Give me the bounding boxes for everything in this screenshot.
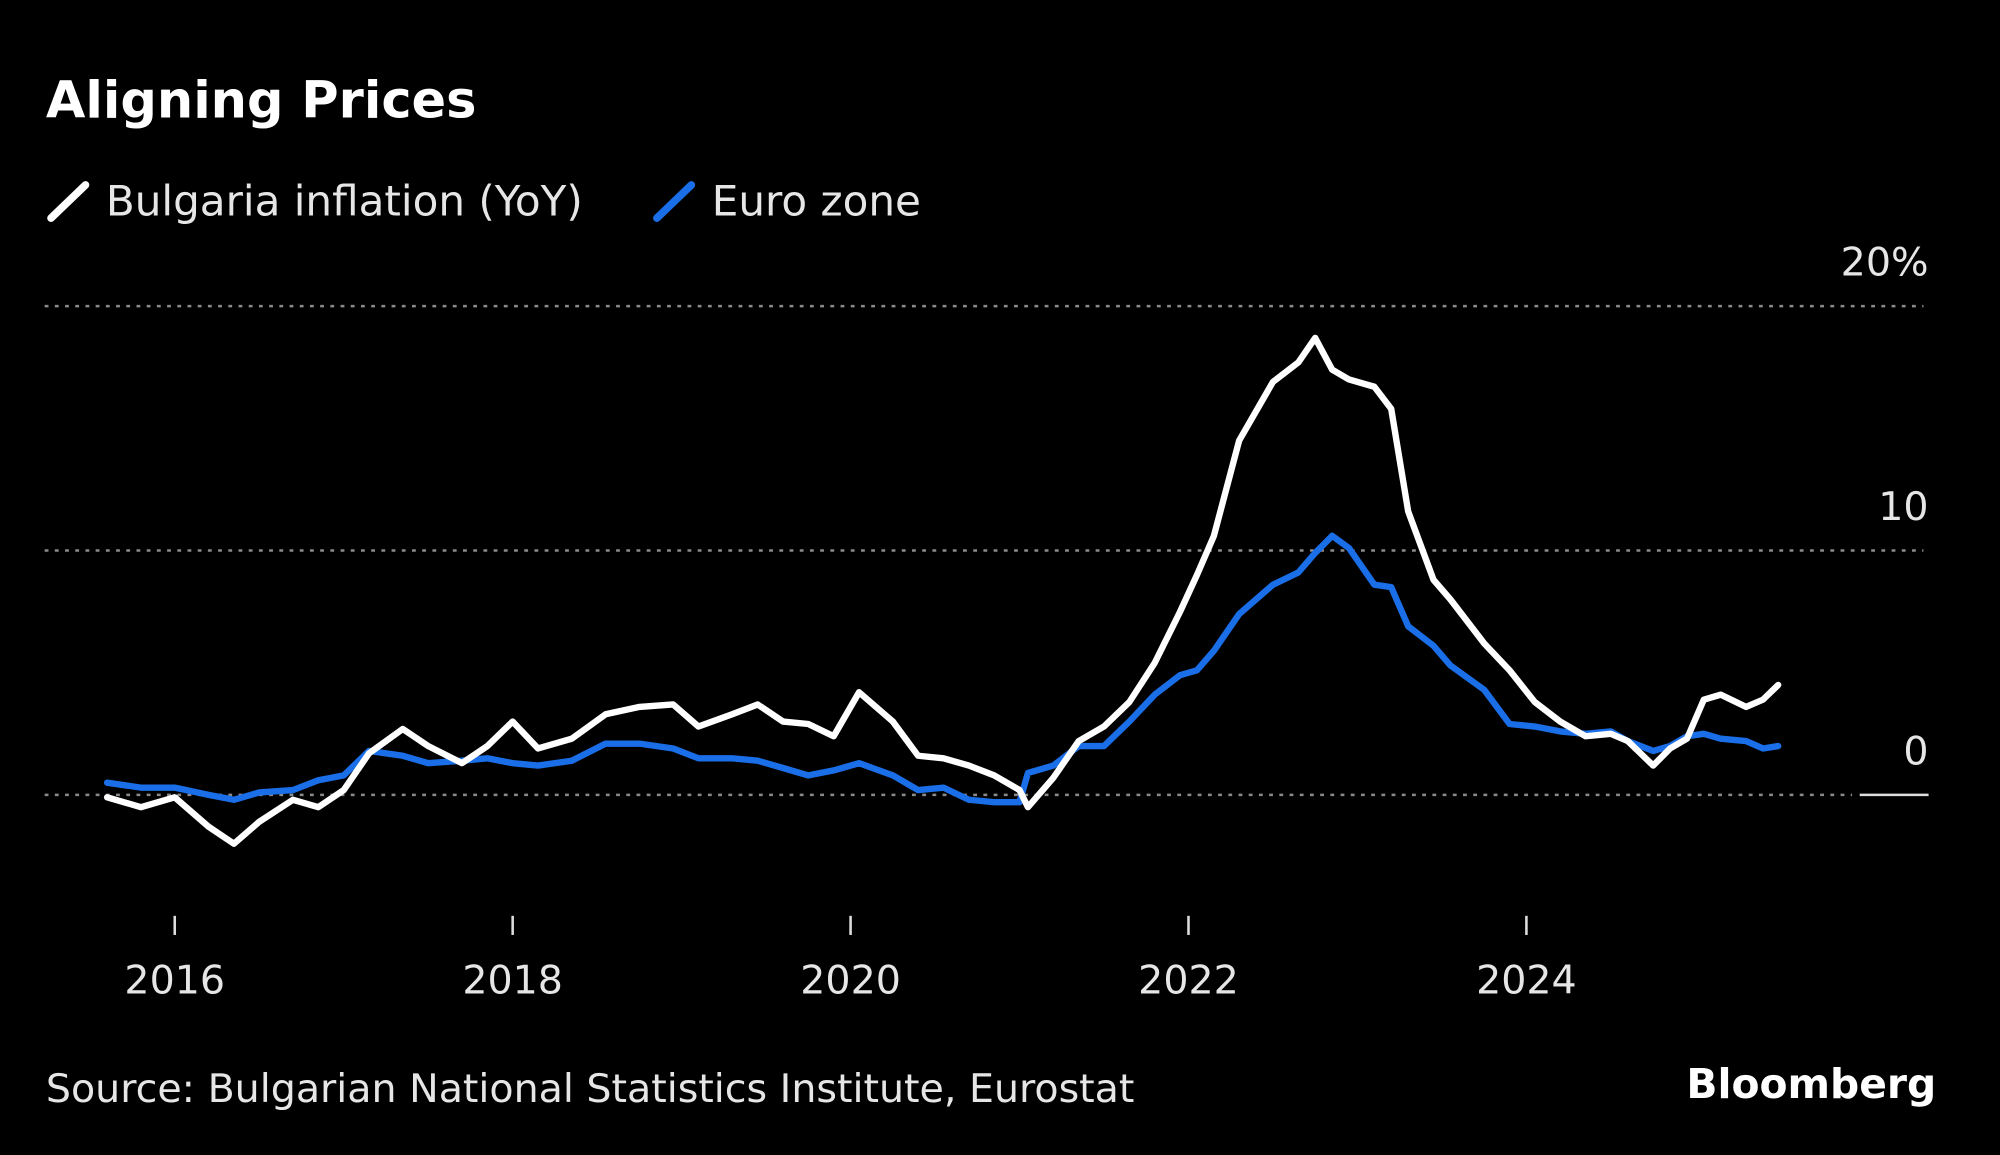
x-tick-label: 2020 [800, 958, 901, 1004]
legend-swatch [47, 181, 90, 222]
series-line [103, 334, 1782, 847]
brand-logo: Bloomberg [1686, 1060, 1936, 1108]
legend-swatch [653, 181, 696, 222]
x-tick-label: 2016 [124, 958, 225, 1004]
y-tick-label: 10 [1878, 484, 1928, 530]
x-tick-label: 2022 [1138, 958, 1239, 1004]
y-tick-label: 0 [1903, 728, 1928, 774]
legend-label: Euro zone [712, 177, 921, 226]
series-line [103, 532, 1782, 806]
x-tick-label: 2024 [1476, 958, 1577, 1004]
legend-label: Bulgaria inflation (YoY) [106, 177, 583, 226]
chart-title: Aligning Prices [46, 71, 477, 130]
x-tick-label: 2018 [462, 958, 563, 1004]
y-tick-label: 20% [1841, 240, 1929, 286]
source-note: Source: Bulgarian National Statistics In… [46, 1066, 1135, 1112]
